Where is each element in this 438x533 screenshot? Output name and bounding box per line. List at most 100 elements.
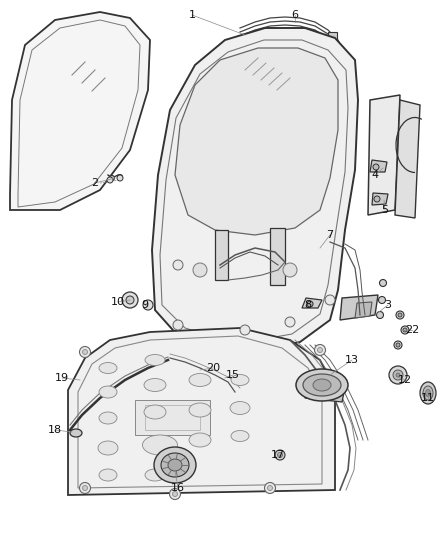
- Polygon shape: [175, 48, 338, 235]
- Text: 22: 22: [405, 325, 419, 335]
- Ellipse shape: [99, 412, 117, 424]
- Polygon shape: [10, 12, 150, 210]
- Ellipse shape: [189, 374, 211, 386]
- Ellipse shape: [189, 433, 211, 447]
- Circle shape: [393, 370, 403, 380]
- Text: 4: 4: [371, 170, 378, 180]
- Circle shape: [307, 301, 313, 307]
- Polygon shape: [215, 230, 228, 280]
- Text: 6: 6: [292, 10, 299, 20]
- Ellipse shape: [144, 378, 166, 392]
- Ellipse shape: [99, 386, 117, 398]
- Circle shape: [374, 196, 380, 202]
- Ellipse shape: [303, 374, 341, 396]
- Ellipse shape: [70, 429, 82, 437]
- Text: 13: 13: [345, 355, 359, 365]
- Circle shape: [126, 296, 134, 304]
- Text: 9: 9: [141, 300, 148, 310]
- Circle shape: [173, 320, 183, 330]
- Circle shape: [173, 491, 177, 497]
- Circle shape: [143, 300, 153, 310]
- Text: 17: 17: [271, 450, 285, 460]
- Ellipse shape: [231, 431, 249, 441]
- Ellipse shape: [144, 405, 166, 419]
- Text: 1: 1: [188, 10, 195, 20]
- Ellipse shape: [423, 386, 433, 400]
- Ellipse shape: [230, 401, 250, 415]
- Text: 16: 16: [171, 483, 185, 493]
- Circle shape: [314, 344, 325, 356]
- Text: 5: 5: [381, 205, 389, 215]
- Circle shape: [240, 325, 250, 335]
- Ellipse shape: [145, 354, 165, 366]
- Ellipse shape: [145, 469, 165, 481]
- Text: 18: 18: [48, 425, 62, 435]
- Text: 15: 15: [226, 370, 240, 380]
- Polygon shape: [372, 193, 388, 205]
- Circle shape: [398, 313, 402, 317]
- Polygon shape: [370, 160, 387, 172]
- Ellipse shape: [231, 375, 249, 385]
- Circle shape: [373, 164, 379, 170]
- Text: 20: 20: [206, 363, 220, 373]
- Polygon shape: [355, 302, 372, 318]
- Circle shape: [170, 489, 180, 499]
- Ellipse shape: [296, 369, 348, 401]
- Circle shape: [396, 343, 400, 347]
- Ellipse shape: [98, 441, 118, 455]
- Text: 8: 8: [304, 300, 311, 310]
- Ellipse shape: [189, 403, 211, 417]
- Text: 7: 7: [326, 230, 334, 240]
- Circle shape: [80, 346, 91, 358]
- Circle shape: [107, 177, 113, 183]
- Circle shape: [82, 486, 88, 490]
- Ellipse shape: [425, 390, 431, 397]
- Circle shape: [396, 311, 404, 319]
- Polygon shape: [152, 28, 358, 350]
- Circle shape: [325, 295, 335, 305]
- Text: 2: 2: [92, 178, 99, 188]
- Polygon shape: [328, 32, 337, 42]
- Circle shape: [80, 482, 91, 494]
- Polygon shape: [302, 298, 322, 308]
- Ellipse shape: [142, 435, 177, 455]
- Circle shape: [265, 482, 276, 494]
- Circle shape: [173, 260, 183, 270]
- Circle shape: [283, 263, 297, 277]
- Text: 10: 10: [111, 297, 125, 307]
- Circle shape: [117, 174, 123, 180]
- Ellipse shape: [161, 453, 189, 477]
- Text: 19: 19: [55, 373, 69, 383]
- Circle shape: [268, 486, 272, 490]
- Polygon shape: [340, 295, 378, 320]
- Circle shape: [122, 292, 138, 308]
- Polygon shape: [368, 95, 400, 215]
- Circle shape: [275, 450, 285, 460]
- Circle shape: [82, 350, 88, 354]
- Circle shape: [278, 453, 283, 457]
- Circle shape: [285, 317, 295, 327]
- Ellipse shape: [168, 459, 182, 471]
- Circle shape: [377, 311, 384, 319]
- Circle shape: [193, 263, 207, 277]
- Circle shape: [117, 175, 123, 181]
- Circle shape: [389, 366, 407, 384]
- Circle shape: [378, 296, 385, 303]
- Circle shape: [318, 348, 322, 352]
- Circle shape: [110, 175, 114, 181]
- Circle shape: [401, 326, 409, 334]
- Text: 11: 11: [421, 393, 435, 403]
- Circle shape: [394, 341, 402, 349]
- Ellipse shape: [99, 362, 117, 374]
- Ellipse shape: [313, 379, 331, 391]
- Ellipse shape: [99, 469, 117, 481]
- Polygon shape: [305, 382, 345, 402]
- Ellipse shape: [420, 382, 436, 404]
- Circle shape: [379, 279, 386, 287]
- Circle shape: [403, 328, 407, 332]
- Circle shape: [396, 373, 400, 377]
- Text: 12: 12: [398, 375, 412, 385]
- Ellipse shape: [154, 447, 196, 483]
- Text: 3: 3: [385, 300, 392, 310]
- Polygon shape: [395, 100, 420, 218]
